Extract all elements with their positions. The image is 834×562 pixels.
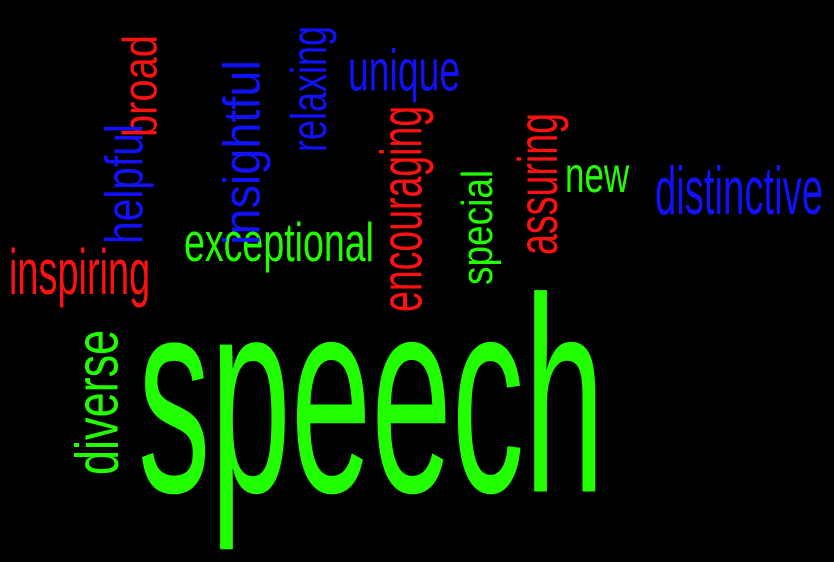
word-distinctive: distinctive: [655, 152, 824, 230]
word-inspiring: inspiring: [9, 236, 151, 308]
word-new: new: [565, 147, 630, 203]
word-broad: broad: [113, 35, 167, 137]
word-unique: unique: [348, 38, 461, 104]
word-relaxing: relaxing: [281, 25, 337, 152]
word-diverse: diverse: [63, 329, 131, 475]
word-special: special: [452, 169, 502, 285]
word-assuring: assuring: [506, 113, 570, 256]
word-exceptional: exceptional: [184, 211, 374, 274]
word-insightful: insightful: [212, 60, 272, 245]
word-speech: speech: [138, 241, 605, 553]
word-encouraging: encouraging: [369, 105, 435, 312]
word-helpful: helpful: [94, 124, 155, 244]
